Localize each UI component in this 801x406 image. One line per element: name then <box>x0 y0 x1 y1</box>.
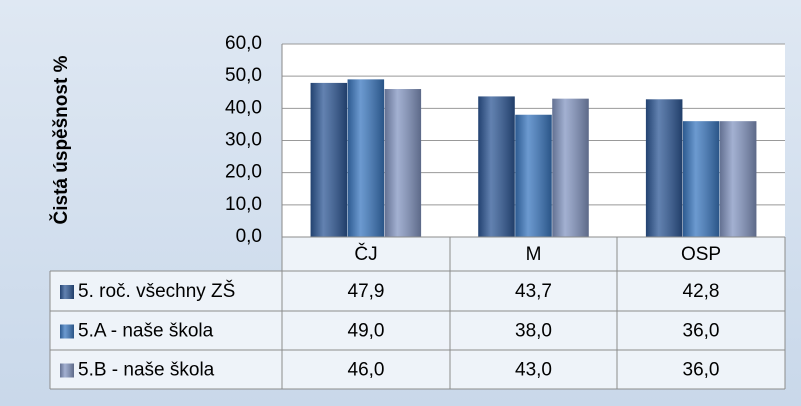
legend-label: 5.A - naše škola <box>78 321 214 342</box>
table-value: 36,0 <box>683 360 720 381</box>
bar-shade <box>310 82 348 238</box>
x-tick-label: M <box>526 244 542 265</box>
table-value: 42,8 <box>683 281 720 302</box>
table-header-bg <box>282 237 785 271</box>
legend-label: 5.B - naše škola <box>78 360 215 381</box>
table-value: 38,0 <box>515 321 552 342</box>
bar-shade <box>552 98 589 237</box>
legend-label: 5. roč. všechny ZŠ <box>78 280 235 302</box>
bar-shade <box>515 114 552 237</box>
x-tick-label: ČJ <box>354 243 377 265</box>
y-axis-label: Čistá úspěšnost % <box>50 55 72 224</box>
y-tick-label: 30,0 <box>225 130 262 151</box>
table-value: 43,7 <box>515 281 552 302</box>
table-body-bg <box>50 271 785 389</box>
y-tick-label: 50,0 <box>225 65 262 86</box>
table-value: 43,0 <box>515 360 552 381</box>
table-value: 49,0 <box>348 321 385 342</box>
x-tick-label: OSP <box>681 244 721 265</box>
y-tick-label: 60,0 <box>225 33 262 54</box>
table-value: 46,0 <box>348 360 385 381</box>
legend-marker-shade <box>60 324 74 339</box>
y-tick-label: 20,0 <box>225 162 262 183</box>
bar-shade <box>478 96 515 237</box>
table-value: 36,0 <box>683 321 720 342</box>
legend-marker-shade <box>60 363 74 378</box>
y-tick-label: 40,0 <box>225 97 262 118</box>
table-value: 47,9 <box>348 281 385 302</box>
legend-marker-shade <box>60 285 74 299</box>
bar-shade <box>384 89 422 238</box>
y-tick-label: 0,0 <box>236 226 262 247</box>
bar-shade <box>645 99 683 238</box>
bar-shade <box>719 121 757 237</box>
bar-shade <box>347 79 385 237</box>
y-tick-label: 10,0 <box>225 194 262 215</box>
bar-shade <box>682 121 720 237</box>
